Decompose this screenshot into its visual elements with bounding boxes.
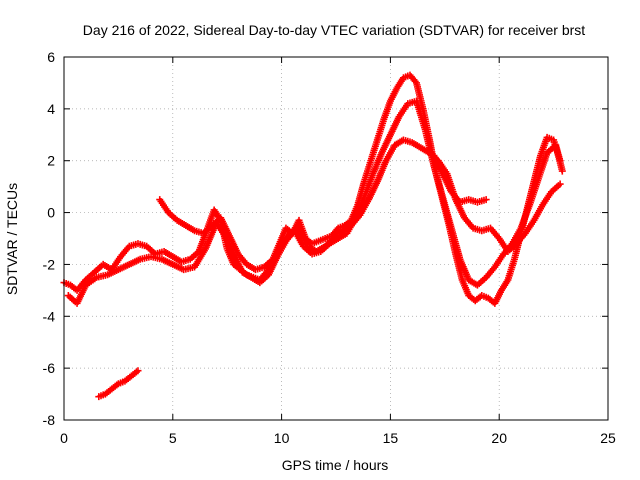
x-tick-label: 10 (274, 430, 290, 446)
data-point (558, 167, 566, 175)
y-tick-label: -2 (43, 256, 56, 272)
y-tick-label: 4 (47, 101, 55, 117)
data-points (60, 71, 566, 401)
y-tick-label: 2 (47, 153, 55, 169)
grid (64, 57, 608, 420)
y-tick-label: 6 (47, 49, 55, 65)
data-point (134, 367, 142, 375)
y-tick-label: 0 (47, 205, 55, 221)
x-axis-label: GPS time / hours (282, 457, 389, 473)
x-tick-label: 25 (600, 430, 616, 446)
chart-title: Day 216 of 2022, Sidereal Day-to-day VTE… (83, 22, 585, 38)
data-point (556, 180, 564, 188)
y-tick-label: -4 (43, 308, 56, 324)
x-tick-label: 20 (491, 430, 507, 446)
y-tick-label: -6 (43, 360, 56, 376)
x-tick-label: 15 (383, 430, 399, 446)
x-tick-label: 0 (60, 430, 68, 446)
x-tick-label: 5 (169, 430, 177, 446)
data-point (482, 196, 490, 204)
tick-labels: 0 5 10 15 20 25 -8 -6 -4 -2 0 2 4 6 (43, 49, 616, 446)
y-tick-label: -8 (43, 412, 56, 428)
plot-frame (63, 56, 609, 421)
y-axis-label: SDTVAR / TECUs (4, 183, 20, 295)
